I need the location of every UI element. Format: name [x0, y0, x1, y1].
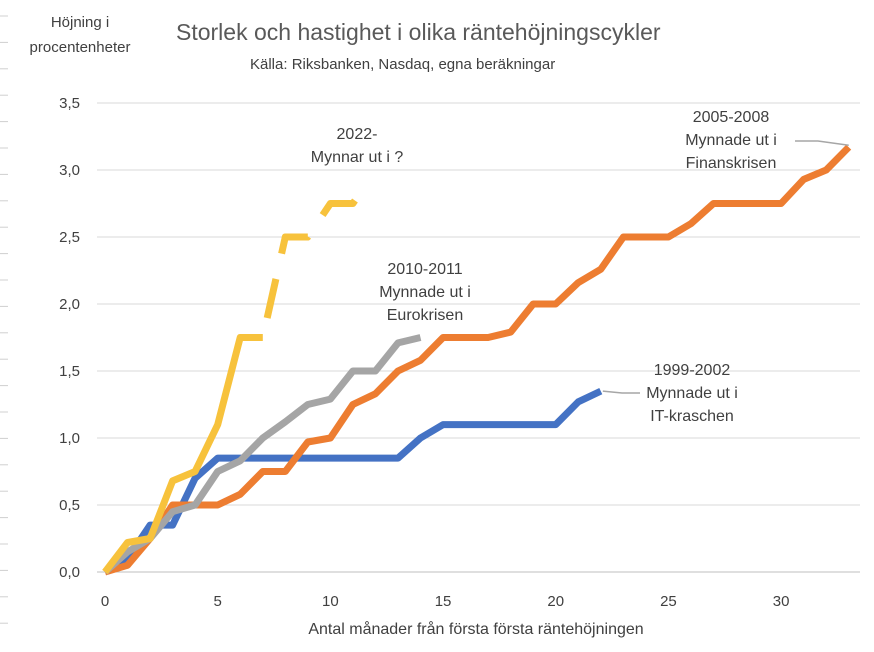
leader-line-2005-2008 [795, 140, 849, 146]
y-tick-label: 0,5 [59, 497, 80, 514]
y-tick-label: 3,0 [59, 162, 80, 179]
series-label-2010-2011-line-1: 2010-2011 [387, 261, 462, 278]
series-label-2010-2011: 2010-2011 Mynnade ut i Eurokrisen [379, 261, 471, 324]
y-tick-label: 2,0 [59, 296, 80, 313]
series-line-2022 [102, 334, 263, 575]
series-label-2022: 2022- Mynnar ut i ? [311, 126, 404, 166]
y-axis-label-line-1: Höjning i [51, 14, 109, 31]
series-line-2005-2008 [104, 144, 852, 576]
x-tick-label: 30 [773, 593, 790, 610]
y-tick-labels: 0,0 0,5 1,0 1,5 2,0 2,5 3,0 3,5 [59, 95, 80, 581]
x-tick-labels: 0 5 10 15 20 25 30 [101, 593, 790, 610]
series-lines [102, 144, 852, 576]
series-label-1999-2002: 1999-2002 Mynnade ut i IT-kraschen [646, 362, 738, 425]
chart-subtitle: Källa: Riksbanken, Nasdaq, egna beräknin… [250, 56, 555, 73]
x-tick-label: 20 [547, 593, 564, 610]
y-tick-label: 1,0 [59, 430, 80, 447]
series-line-2022-forecast [259, 178, 372, 339]
x-tick-label: 5 [214, 593, 222, 610]
series-label-1999-2002-line-3: IT-kraschen [650, 408, 734, 425]
left-edge-ticks [0, 15, 8, 624]
y-axis-label-line-2: procentenheter [30, 39, 131, 56]
series-label-1999-2002-line-2: Mynnade ut i [646, 385, 738, 402]
x-tick-label: 15 [435, 593, 452, 610]
series-label-2022-line-1: 2022- [337, 126, 378, 143]
series-label-2005-2008: 2005-2008 Mynnade ut i Finanskrisen [685, 109, 777, 172]
y-tick-label: 2,5 [59, 229, 80, 246]
x-tick-label: 0 [101, 593, 109, 610]
series-label-2022-line-2: Mynnar ut i ? [311, 149, 404, 166]
series-line-1999-2002 [103, 387, 603, 576]
series-label-2005-2008-line-1: 2005-2008 [693, 109, 770, 126]
leader-line-1999-2002 [602, 390, 640, 394]
series-label-2005-2008-line-2: Mynnade ut i [685, 132, 777, 149]
chart-title: Storlek och hastighet i olika räntehöjni… [176, 19, 661, 45]
series-label-1999-2002-line-1: 1999-2002 [654, 362, 731, 379]
series-line-2010-2011 [102, 334, 422, 575]
y-tick-label: 3,5 [59, 95, 80, 112]
series-label-2010-2011-line-2: Mynnade ut i [379, 284, 471, 301]
x-tick-label: 10 [322, 593, 339, 610]
y-tick-label: 1,5 [59, 363, 80, 380]
series-label-2005-2008-line-3: Finanskrisen [686, 155, 777, 172]
label-leaders [602, 140, 849, 394]
gridlines [97, 102, 860, 573]
y-tick-label: 0,0 [59, 564, 80, 581]
series-label-2010-2011-line-3: Eurokrisen [387, 307, 463, 324]
x-axis-label: Antal månader från första första räntehö… [308, 620, 643, 638]
x-tick-label: 25 [660, 593, 677, 610]
